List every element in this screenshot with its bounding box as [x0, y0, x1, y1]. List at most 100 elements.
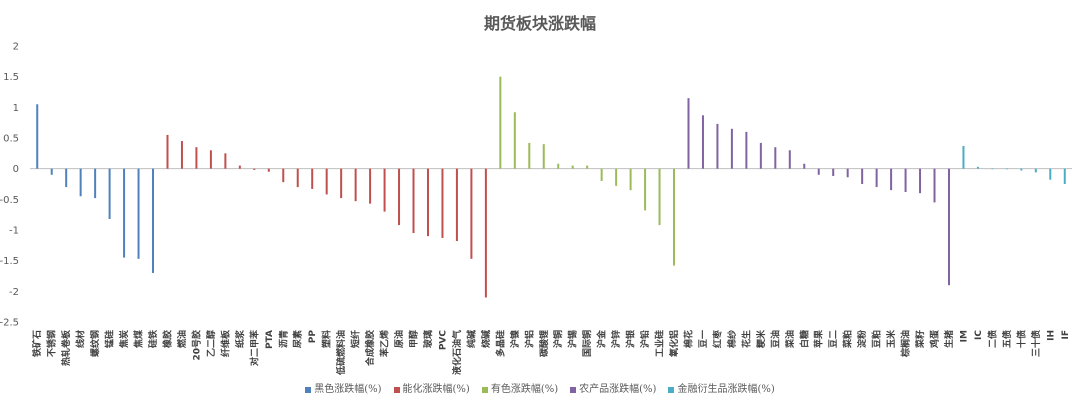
bar — [803, 163, 806, 169]
x-tick-label: 热轧卷板 — [60, 329, 72, 366]
x-tick-label: PP — [308, 330, 318, 344]
bar — [441, 168, 444, 238]
x-tick-label: 沪金 — [596, 329, 608, 348]
legend-swatch — [393, 386, 400, 393]
x-tick-label: 沥青 — [277, 330, 289, 348]
bar — [311, 168, 314, 189]
bar — [933, 168, 936, 203]
legend-entry: 能化涨跌幅(%) — [393, 380, 470, 395]
bar — [383, 168, 386, 212]
x-tick-label: 十债 — [1015, 330, 1027, 348]
x-tick-label: IC — [974, 330, 984, 340]
bar — [745, 131, 748, 169]
bar — [817, 168, 820, 175]
y-tick-label: -2 — [9, 287, 19, 298]
x-tick-label: 燃油 — [176, 330, 188, 348]
x-tick-label: PVC — [438, 330, 448, 351]
x-tick-label: 苹果 — [813, 329, 825, 348]
bar — [991, 168, 994, 170]
legend-label: 农产品涨跌幅(%) — [579, 384, 657, 395]
legend-swatch — [570, 386, 577, 393]
bar — [788, 150, 791, 169]
chart-plot: 2 1.5 1 0.5 0 -0.5 -1 -1.5 -2 -2.5 铁矿石 不锈钢 热轧卷板 线材 螺纹钢… — [0, 42, 1072, 376]
bar — [542, 144, 545, 169]
legend-swatch — [305, 386, 312, 393]
bar — [1020, 168, 1023, 171]
legend-entry: 金融衍生品涨跌幅(%) — [668, 380, 775, 395]
x-tick-label: 低硫燃料油 — [335, 330, 347, 376]
chart-legend: 黑色涨跌幅(%) 能化涨跌幅(%) 有色涨跌幅(%) 农产品涨跌幅(%) 金融衍生品涨跌… — [0, 380, 1080, 395]
x-tick-label: 五债 — [1001, 330, 1013, 348]
x-tick-label: 不锈钢 — [46, 330, 58, 357]
bar — [1063, 168, 1066, 184]
x-tick-label: 原油 — [393, 330, 405, 348]
x-tick-label: 粳米 — [755, 329, 767, 349]
x-tick-label: 国际铜 — [581, 330, 593, 357]
bar — [687, 98, 690, 169]
x-tick-label: 三十债 — [1030, 330, 1042, 357]
bar — [947, 168, 950, 286]
x-tick-label: PTA — [265, 330, 275, 349]
x-tick-label: 纤维板 — [219, 329, 231, 357]
bar — [615, 168, 618, 186]
x-tick-label: 纯碱 — [465, 330, 477, 348]
bar — [600, 168, 603, 181]
bar — [238, 165, 241, 169]
x-tick-label: 菜粕 — [842, 330, 854, 349]
x-tick-label: 焦炭 — [118, 330, 130, 349]
legend-label: 黑色涨跌幅(%) — [314, 384, 382, 395]
x-tick-label: 尿素 — [292, 330, 304, 348]
x-tick-label: 沪镍 — [509, 330, 521, 348]
bar — [166, 134, 169, 169]
legend-label: 有色涨跌幅(%) — [490, 384, 559, 395]
bar — [224, 153, 227, 169]
x-tick-label: 氧化铝 — [668, 330, 680, 358]
y-tick-label: 1.5 — [3, 72, 19, 83]
x-tick-label: 乙二醇 — [205, 330, 217, 357]
bar — [267, 168, 270, 172]
y-tick-label: 0 — [13, 164, 19, 175]
bar — [296, 168, 299, 188]
x-tick-label: 沪银 — [625, 329, 637, 348]
x-tick-label: 多晶硅 — [494, 330, 506, 357]
legend-entry: 有色涨跌幅(%) — [481, 380, 559, 395]
x-tick-label: 鸡蛋 — [929, 330, 941, 349]
x-tick-label: 线材 — [75, 330, 87, 348]
legend-label: 金融衍生品涨跌幅(%) — [677, 384, 775, 395]
bar — [513, 112, 516, 169]
x-tick-label: 棉花 — [682, 330, 694, 348]
x-tick-label: 淀粉 — [856, 330, 868, 348]
bar — [152, 168, 155, 273]
bar — [195, 147, 198, 169]
x-tick-label: 棉纱 — [726, 330, 738, 348]
bar — [1005, 168, 1008, 170]
bar — [426, 168, 429, 237]
bar — [36, 104, 39, 169]
bar — [369, 168, 372, 204]
bar — [730, 128, 733, 169]
x-tick-label: 沪锌 — [610, 330, 622, 348]
x-tick-label: 合成橡胶 — [364, 330, 376, 366]
x-tick-label: 螺纹钢 — [89, 330, 101, 357]
y-tick-label: -2.5 — [0, 318, 19, 329]
bar — [354, 168, 357, 202]
bar — [484, 168, 487, 298]
x-tick-label: 苯乙烯 — [379, 330, 391, 358]
bar — [759, 142, 762, 169]
y-tick-label: 2 — [13, 42, 19, 53]
legend-entry: 黑色涨跌幅(%) — [305, 380, 382, 395]
bar — [701, 115, 704, 169]
bar — [499, 76, 502, 169]
x-tick-label: 甲醇 — [408, 330, 420, 348]
bar — [253, 168, 256, 170]
bar — [875, 168, 878, 188]
x-tick-label: 花生 — [740, 330, 752, 348]
bar — [976, 166, 979, 169]
x-tick-label: 豆油 — [769, 330, 781, 348]
y-tick-label: -1.5 — [0, 256, 19, 267]
x-tick-label: 红枣 — [711, 329, 723, 348]
x-tick-label: 豆二 — [828, 330, 839, 348]
bar — [94, 168, 97, 199]
bar — [470, 168, 473, 259]
legend-swatch — [481, 386, 488, 393]
